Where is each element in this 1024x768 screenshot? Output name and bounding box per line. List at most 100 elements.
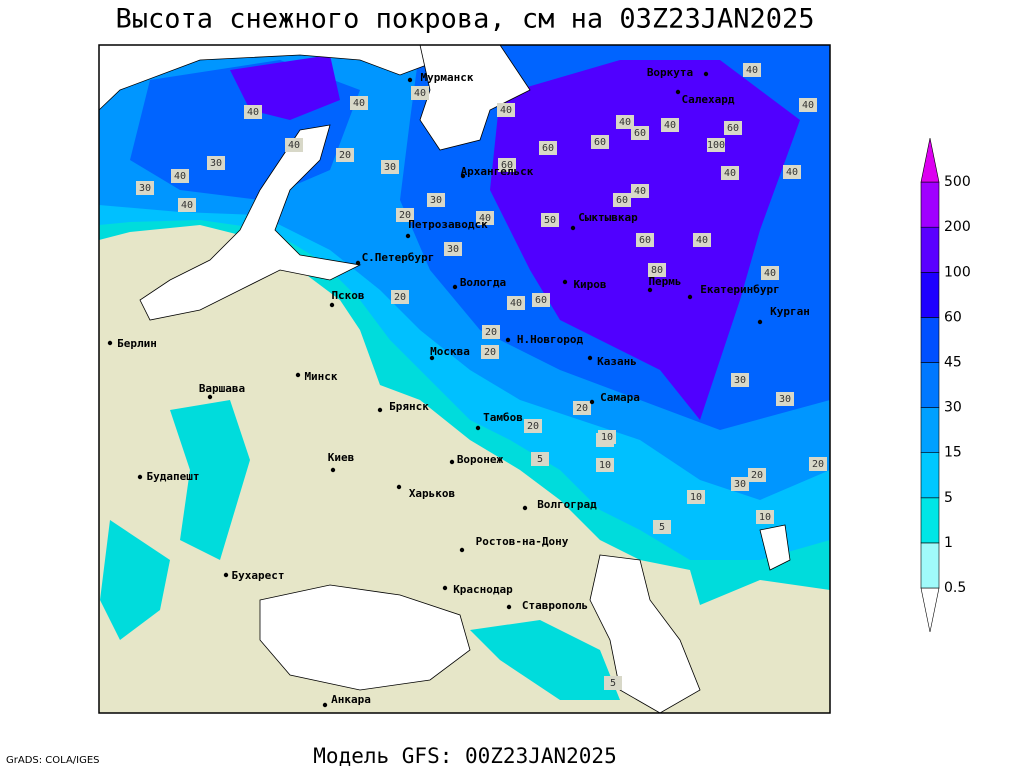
contour-label: 20 xyxy=(576,403,588,414)
city-dot xyxy=(506,604,512,610)
contour-label-box xyxy=(721,166,739,180)
contour-label-box xyxy=(761,266,779,280)
contour-label-box xyxy=(244,105,262,119)
contour-label-box xyxy=(636,233,654,247)
snow-zone xyxy=(170,400,250,560)
city-dot xyxy=(522,505,528,511)
city-label: Бухарест xyxy=(232,569,285,582)
contour-label-box xyxy=(653,520,671,534)
city-dot xyxy=(295,372,301,378)
contour-label: 40 xyxy=(619,117,631,128)
city-label: Вологда xyxy=(460,276,506,289)
contour-label-box xyxy=(381,160,399,174)
city-dot xyxy=(570,225,576,231)
contour-label: 40 xyxy=(181,200,193,211)
contour-label-box xyxy=(285,138,303,152)
city-dot xyxy=(377,407,383,413)
city-label: Воронеж xyxy=(457,453,504,466)
colorbar-box xyxy=(920,271,940,318)
city-label: Курган xyxy=(770,305,810,318)
city-dot xyxy=(223,572,229,578)
contour-label-box xyxy=(507,296,525,310)
contour-label-box xyxy=(532,293,550,307)
contour-label-box xyxy=(541,213,559,227)
sea xyxy=(139,124,362,321)
contour-label-box xyxy=(136,181,154,195)
contour-label: 5 xyxy=(659,522,665,533)
city-label: Анкара xyxy=(331,693,371,706)
colorbar-label: 45 xyxy=(944,355,962,371)
contour-label: 20 xyxy=(399,210,411,221)
contour-label: 60 xyxy=(727,123,739,134)
colorbar-label: 30 xyxy=(944,400,962,416)
colorbar-box xyxy=(920,362,940,408)
city-dot xyxy=(475,425,481,431)
contour-label-box xyxy=(531,452,549,466)
contour-label-box xyxy=(756,510,774,524)
contour-label: 40 xyxy=(696,235,708,246)
contour-label-box xyxy=(661,118,679,132)
colorbar-box xyxy=(920,542,940,589)
credit: GrADS: COLA/IGES xyxy=(6,755,100,766)
city-label: Киев xyxy=(328,451,355,464)
contour-label: 5 xyxy=(537,454,543,465)
city-label: Минск xyxy=(304,370,337,383)
city-label: Самара xyxy=(600,391,640,404)
contour-label-box xyxy=(336,148,354,162)
city-dot xyxy=(429,355,435,361)
title: Высота снежного покрова, см на 03Z23JAN2… xyxy=(116,4,815,35)
contour-label: 10 xyxy=(690,492,702,503)
contour-label: 40 xyxy=(510,298,522,309)
sea xyxy=(759,524,791,571)
city-dot xyxy=(589,399,595,405)
contour-label-box xyxy=(596,458,614,472)
contour-label-box xyxy=(482,325,500,339)
contour-label: 50 xyxy=(544,215,556,226)
contour-label-box xyxy=(809,457,827,471)
contour-label-box xyxy=(207,156,225,170)
contour-label-box xyxy=(350,96,368,110)
colorbar-label: 60 xyxy=(944,309,962,325)
city-label: Киров xyxy=(573,278,606,291)
contour-label-box xyxy=(687,490,705,504)
contour-label-box xyxy=(731,477,749,491)
city-label: Берлин xyxy=(117,337,157,350)
city-dot xyxy=(355,260,361,266)
contour-label: 60 xyxy=(542,143,554,154)
contour-label-box xyxy=(498,158,516,172)
map-frame xyxy=(98,44,831,714)
contour-label: 30 xyxy=(779,394,791,405)
city-label: С.Петербург xyxy=(362,251,435,264)
city-label: Сыктывкар xyxy=(578,211,638,224)
city-dot xyxy=(647,287,653,293)
contour-label: 40 xyxy=(414,88,426,99)
contour-label-box xyxy=(524,419,542,433)
contour-label: 60 xyxy=(594,137,606,148)
colorbar-label: 200 xyxy=(944,219,971,235)
contour-label-box xyxy=(591,135,609,149)
contour-label: 20 xyxy=(339,150,351,161)
city-label: Казань xyxy=(597,355,637,368)
city-label: Воркута xyxy=(647,66,693,79)
city-label: Тамбов xyxy=(483,411,523,424)
city-dot xyxy=(562,279,568,285)
sea xyxy=(589,554,701,713)
city-dot xyxy=(329,302,335,308)
contour-label-box xyxy=(178,198,196,212)
colorbar-box xyxy=(920,226,940,273)
city-label: Ростов-на-Дону xyxy=(476,535,569,548)
contour-label: 20 xyxy=(751,470,763,481)
contour-label-box xyxy=(693,233,711,247)
contour-label-box xyxy=(631,184,649,198)
contour-label-box xyxy=(427,193,445,207)
contour-label-box xyxy=(631,126,649,140)
contour-label: 30 xyxy=(734,375,746,386)
city-dot xyxy=(396,484,402,490)
contour-label-box xyxy=(539,141,557,155)
contour-label: 40 xyxy=(634,186,646,197)
contour-label: 20 xyxy=(485,327,497,338)
city-dot xyxy=(675,89,681,95)
city-label: Брянск xyxy=(389,400,429,413)
